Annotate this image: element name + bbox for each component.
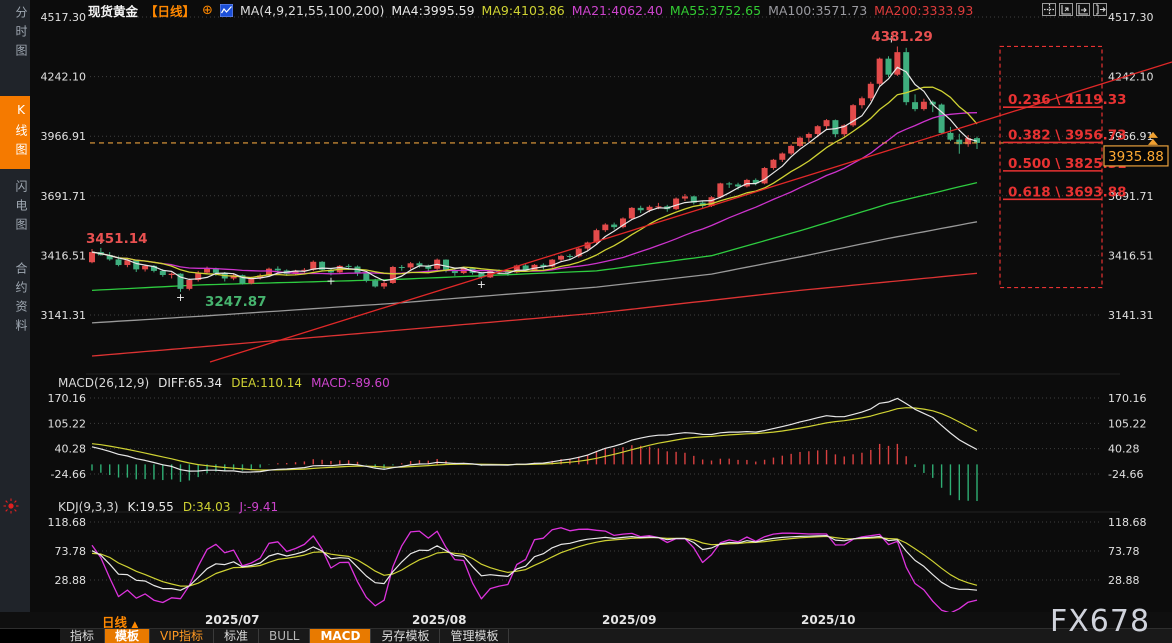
- macd-tick-left: -24.66: [51, 468, 86, 481]
- period-badge[interactable]: 【日线】: [145, 4, 196, 19]
- price-annotation: 3247.87: [205, 294, 267, 310]
- price-tick-right: 4242.10: [1108, 71, 1154, 84]
- tabbar-spacer: [0, 629, 60, 643]
- ma200-value: MA200:3333.93: [874, 3, 974, 18]
- footer-tab-7[interactable]: 管理模板: [440, 629, 510, 643]
- price-tick-left: 3416.51: [41, 249, 87, 262]
- kdj-tick-right: 73.78: [1108, 545, 1140, 558]
- left-sidebar: 分时图 K线图 闪电图 合约资料: [0, 0, 30, 612]
- kdj-title[interactable]: KDJ(9,3,3): [58, 500, 119, 514]
- price-tick-right: 4517.30: [1108, 11, 1154, 24]
- macd-tick-left: 170.16: [48, 392, 87, 405]
- chart-type-icon[interactable]: [219, 3, 234, 18]
- price-tick-left: 3966.91: [41, 130, 87, 143]
- macd-tick-left: 105.22: [48, 417, 87, 430]
- kdj-k-value: K:19.55: [127, 500, 174, 514]
- macd-tick-right: 170.16: [1108, 392, 1147, 405]
- macd-tick-right: 40.28: [1108, 443, 1140, 456]
- footer-tab-6[interactable]: 另存模板: [371, 629, 441, 643]
- sidebar-item-lightning-chart[interactable]: 闪电图: [14, 180, 28, 237]
- footer-tab-3[interactable]: 标准: [214, 629, 260, 643]
- current-price-box[interactable]: [1103, 145, 1169, 167]
- kdj-d-value: D:34.03: [182, 500, 231, 514]
- x-axis-label-2: 2025/09: [602, 613, 657, 627]
- swing-marker: +: [477, 278, 486, 291]
- x-axis-label-1: 2025/08: [412, 613, 467, 627]
- fib-level-label: 0.236 \ 4119.33: [1008, 92, 1127, 108]
- period-arrow-icon: ▲: [131, 620, 139, 630]
- chart-header: 现货黄金 【日线】 ⊕ MA(4,9,21,55,100,200) MA4:39…: [88, 2, 973, 19]
- kdj-tick-right: 118.68: [1108, 516, 1147, 529]
- ma-settings-label: MA(4,9,21,55,100,200): [239, 3, 385, 18]
- current-price-value: 3935.88: [1108, 149, 1164, 165]
- ma21-value: MA21:4062.40: [571, 3, 663, 18]
- time-axis-bar: 日线 ▲ 2025/07 2025/08 2025/09 2025/10: [0, 612, 1172, 630]
- fib-level-label: 0.618 \ 3693.88: [1008, 184, 1127, 200]
- swing-marker: +: [887, 32, 896, 45]
- price-tick-right: 3691.71: [1108, 190, 1154, 203]
- macd-tick-right: 105.22: [1108, 417, 1147, 430]
- kdj-tick-left: 28.88: [55, 574, 87, 587]
- price-tick-right: 3966.91: [1108, 130, 1154, 143]
- kdj-tick-right: 28.88: [1108, 574, 1140, 587]
- price-annotation: 3451.14: [86, 231, 148, 247]
- ma100-value: MA100:3571.73: [768, 3, 868, 18]
- sidebar-item-contract-info[interactable]: 合约资料: [14, 262, 28, 338]
- price-tick-right: 3141.31: [1108, 309, 1154, 322]
- kdj-tick-left: 118.68: [48, 516, 87, 529]
- price-tick-left: 4242.10: [41, 71, 87, 84]
- swing-marker: +: [96, 234, 105, 247]
- add-indicator-icon[interactable]: ⊕: [202, 3, 213, 18]
- ma9-value: MA9:4103.86: [481, 3, 565, 18]
- kdj-j-value: J:-9.41: [239, 500, 279, 514]
- chart-toolbar: [1042, 3, 1107, 16]
- macd-diff-value: DIFF:65.34: [158, 376, 223, 390]
- footer-tab-1[interactable]: 模板: [105, 629, 151, 643]
- swing-marker: +: [326, 274, 335, 287]
- footer-tab-4[interactable]: BULL: [259, 629, 311, 643]
- x-axis-label-3: 2025/10: [801, 613, 856, 627]
- footer-tab-2[interactable]: VIP指标: [150, 629, 215, 643]
- pan-right-tool-icon[interactable]: [1076, 3, 1090, 16]
- kdj-tick-left: 73.78: [55, 545, 87, 558]
- price-annotation: 4381.29: [871, 29, 933, 45]
- macd-dea-value: DEA:110.14: [231, 376, 303, 390]
- alarm-icon[interactable]: [3, 498, 19, 518]
- zoom-range-tool-icon[interactable]: [1059, 3, 1073, 16]
- price-up-arrow-icon: [1148, 131, 1158, 145]
- crosshair-tool-icon[interactable]: [1042, 3, 1056, 16]
- kline-chart-canvas[interactable]: 4517.30 4517.30 4242.10 4242.10 3966.91 3966.…: [30, 0, 1172, 612]
- macd-title[interactable]: MACD(26,12,9): [58, 376, 150, 390]
- ma55-value: MA55:3752.65: [669, 3, 762, 18]
- swing-marker: +: [176, 291, 185, 304]
- period-selector[interactable]: 日线 ▲: [102, 615, 139, 630]
- fib-level-label: 0.382 \ 3956.73: [1008, 127, 1127, 143]
- ma4-value: MA4:3995.59: [391, 3, 475, 18]
- sidebar-item-time-chart[interactable]: 分时图: [14, 6, 28, 63]
- price-tick-left: 3691.71: [41, 190, 87, 203]
- bottom-tab-bar: 指标 模板 VIP指标 标准 BULL MACD 另存模板 管理模板: [0, 628, 1172, 643]
- price-tick-right: 3416.51: [1108, 249, 1154, 262]
- macd-tick-left: 40.28: [55, 443, 87, 456]
- fx678-watermark: FX678: [1050, 604, 1151, 639]
- price-tick-left: 3141.31: [41, 309, 87, 322]
- macd-tick-right: -24.66: [1108, 468, 1143, 481]
- x-axis-label-0: 2025/07: [205, 613, 260, 627]
- footer-tab-5[interactable]: MACD: [310, 629, 372, 643]
- symbol-name: 现货黄金: [88, 4, 139, 19]
- kdj-header: KDJ(9,3,3) K:19.55 D:34.03 J:-9.41: [58, 500, 278, 514]
- sidebar-item-kline-chart[interactable]: K线图: [0, 96, 30, 169]
- fib-level-label: 0.500 \ 3825.31: [1008, 156, 1127, 172]
- footer-tab-0[interactable]: 指标: [60, 629, 106, 643]
- price-tick-left: 4517.30: [41, 11, 87, 24]
- macd-macd-value: MACD:-89.60: [311, 376, 390, 390]
- exit-screen-tool-icon[interactable]: [1093, 3, 1107, 16]
- macd-header: MACD(26,12,9) DIFF:65.34 DEA:110.14 MACD…: [58, 376, 390, 390]
